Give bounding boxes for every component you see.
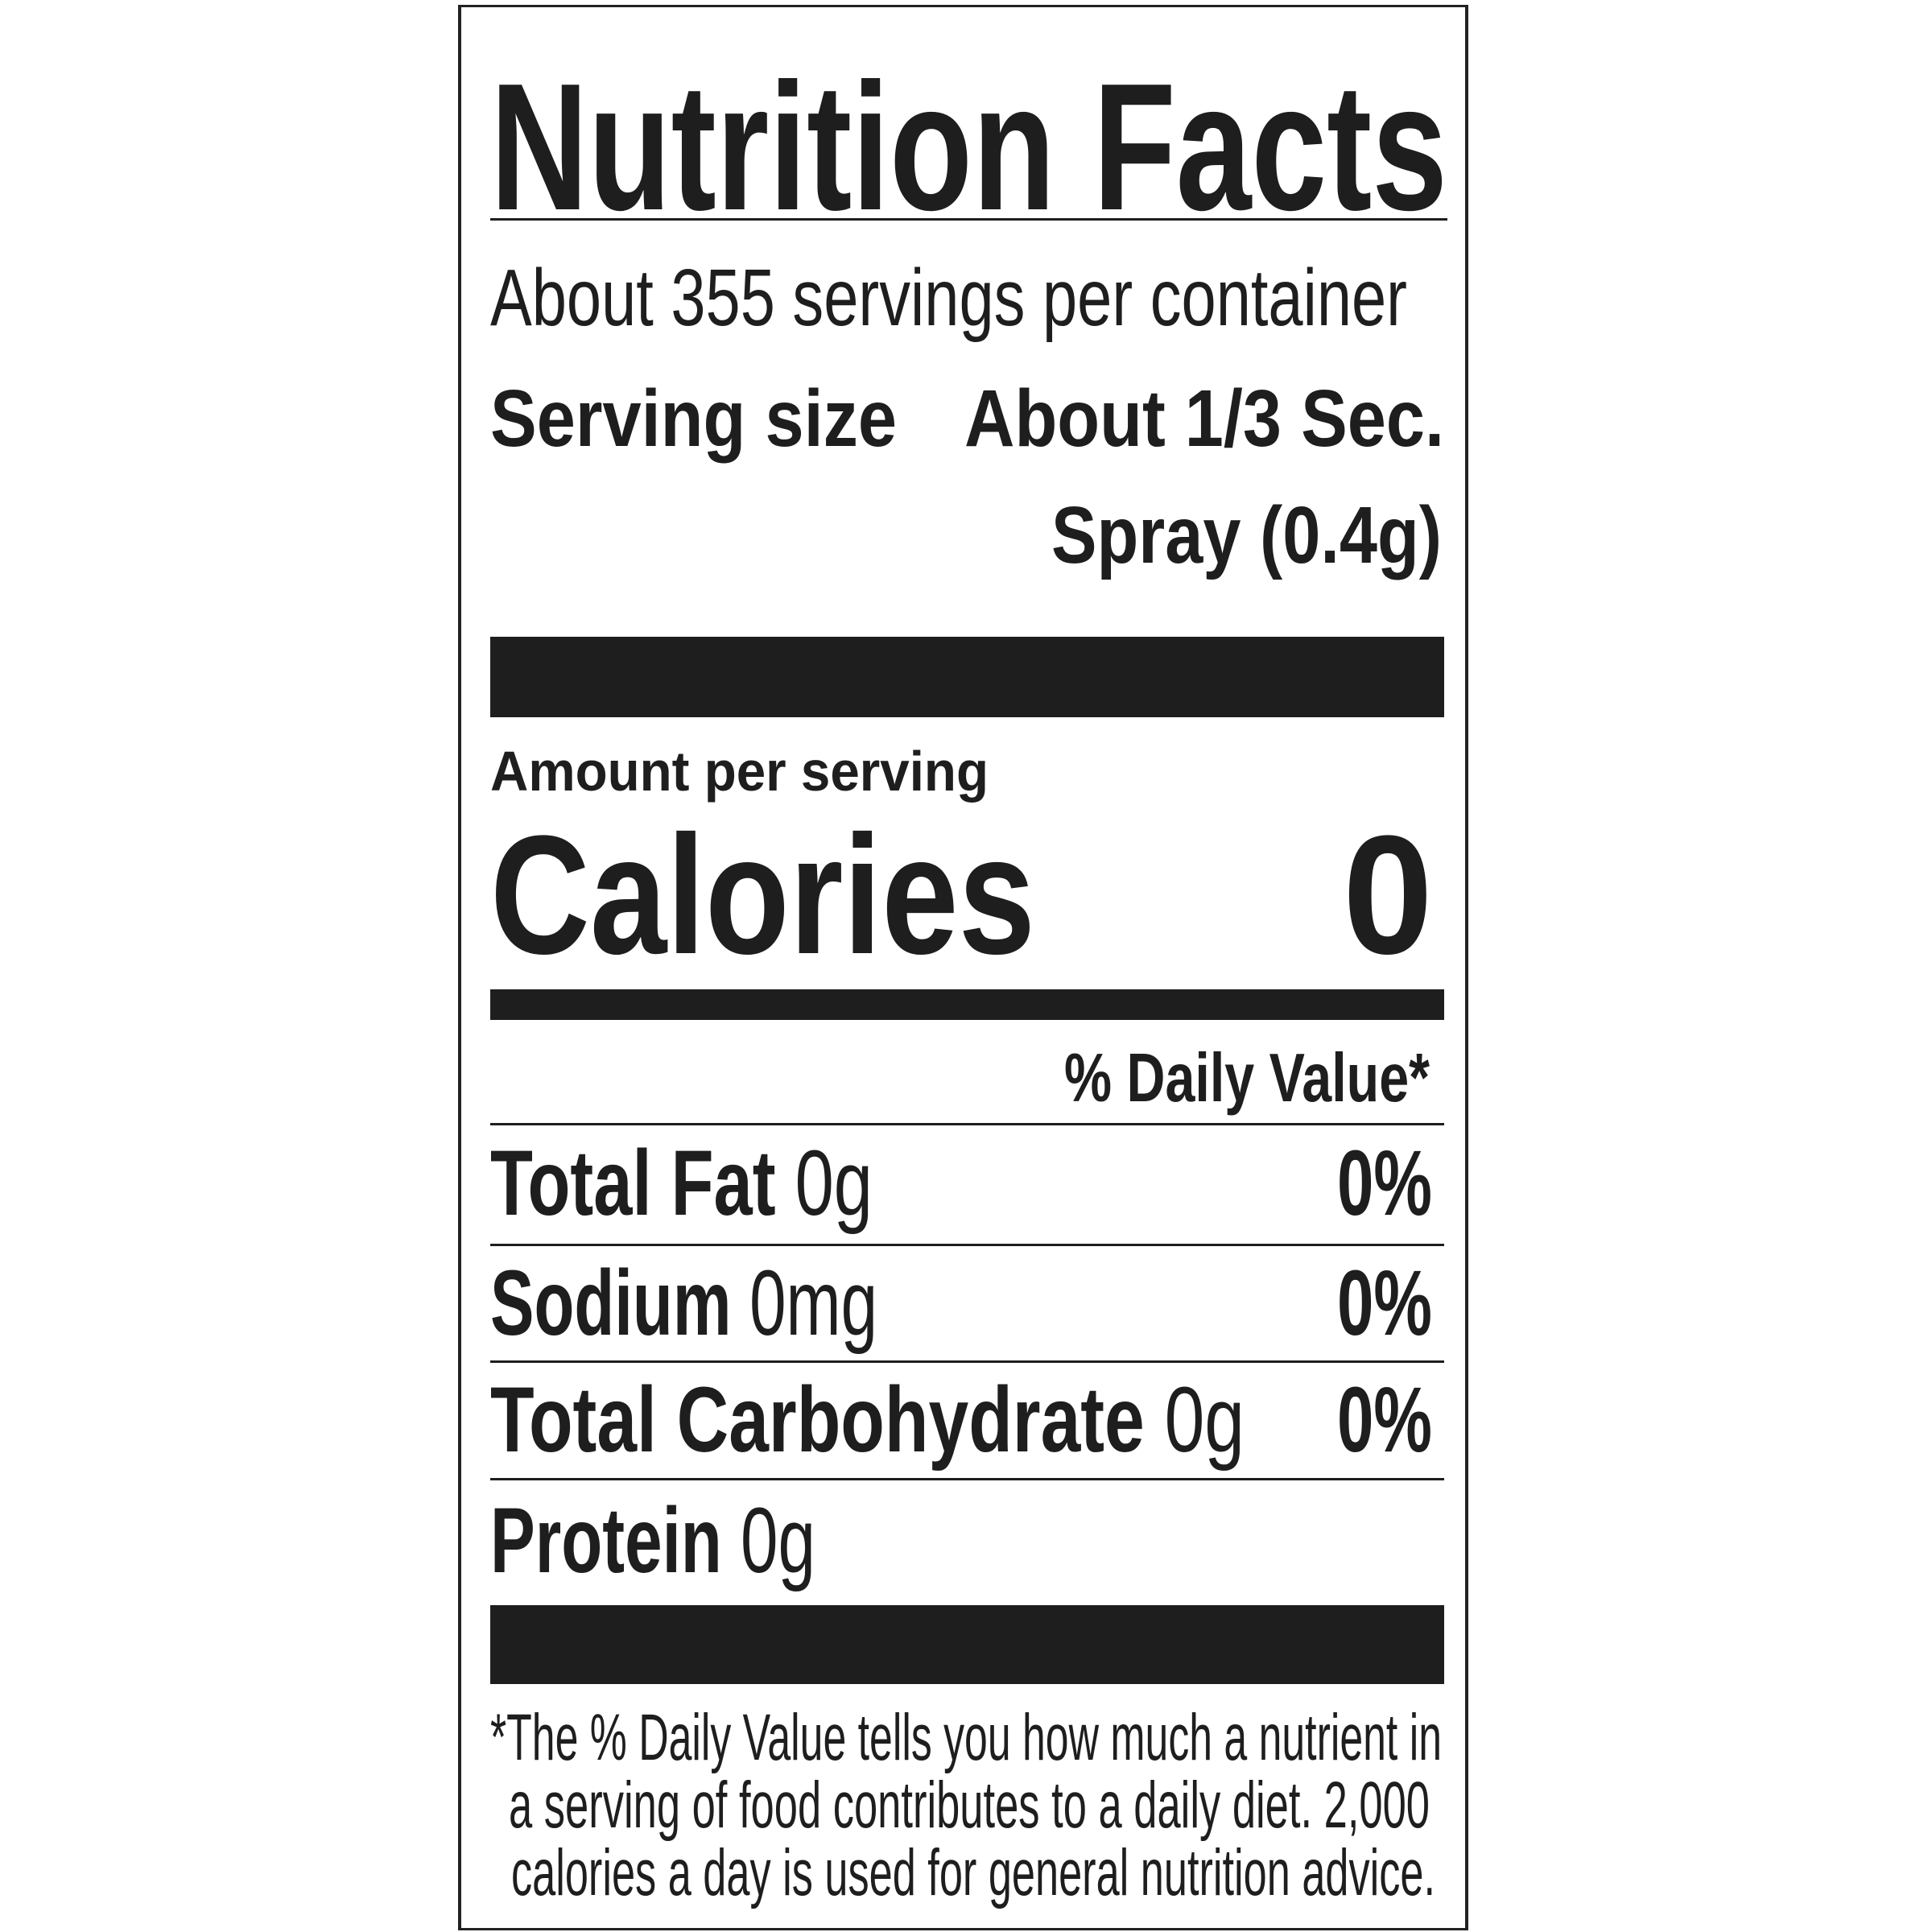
- divider-thin: [490, 1478, 1444, 1480]
- serving-size-value-line2: Spray (0.4g): [1051, 490, 1442, 580]
- footnote-line: calories a day is used for general nutri…: [511, 1836, 1435, 1910]
- nutrient-name: Total Carbohydrate: [490, 1368, 1145, 1472]
- footnote-line: *The % Daily Value tells you how much a …: [490, 1701, 1442, 1775]
- nutrient-dv: 0%: [1337, 1132, 1432, 1236]
- amount-per-serving: Amount per serving: [490, 739, 989, 803]
- footnote-line: a serving of food contributes to a daily…: [509, 1769, 1430, 1843]
- nutrient-name: Protein: [490, 1489, 722, 1593]
- divider-thin: [490, 1244, 1444, 1246]
- nutrient-amount: 0g: [1164, 1368, 1245, 1472]
- divider-thick: [490, 637, 1444, 717]
- calories-value: 0: [1343, 800, 1433, 990]
- divider-medium: [490, 989, 1444, 1020]
- nutrient-amount: 0g: [741, 1489, 815, 1593]
- serving-size-value-line1: About 1/3 Sec.: [964, 374, 1444, 464]
- label-title: Nutrition Facts: [490, 44, 1447, 248]
- servings-per-container: About 355 servings per container: [490, 253, 1407, 343]
- nutrient-amount: 0g: [795, 1132, 873, 1236]
- nutrient-dv: 0%: [1337, 1252, 1432, 1356]
- nutrient-dv: 0%: [1337, 1368, 1432, 1472]
- serving-size-label: Serving size: [490, 374, 897, 464]
- divider-thin: [490, 218, 1447, 221]
- nutrient-amount: 0mg: [749, 1252, 877, 1356]
- nutrient-row-total-carbohydrate: Total Carbohydrate 0g: [490, 1374, 1245, 1467]
- nutrient-row-total-fat: Total Fat 0g: [490, 1137, 873, 1230]
- nutrient-name: Total Fat: [490, 1132, 776, 1236]
- nutrient-row-sodium: Sodium 0mg: [490, 1257, 877, 1350]
- divider-thin: [490, 1360, 1444, 1363]
- daily-value-header: % Daily Value*: [1064, 1039, 1430, 1117]
- divider-thick: [490, 1605, 1444, 1684]
- calories-label: Calories: [490, 800, 1035, 990]
- nutrient-name: Sodium: [490, 1252, 732, 1356]
- nutrition-label-border: [458, 5, 1468, 1930]
- divider-thin: [490, 1123, 1444, 1125]
- nutrient-row-protein: Protein 0g: [490, 1495, 815, 1587]
